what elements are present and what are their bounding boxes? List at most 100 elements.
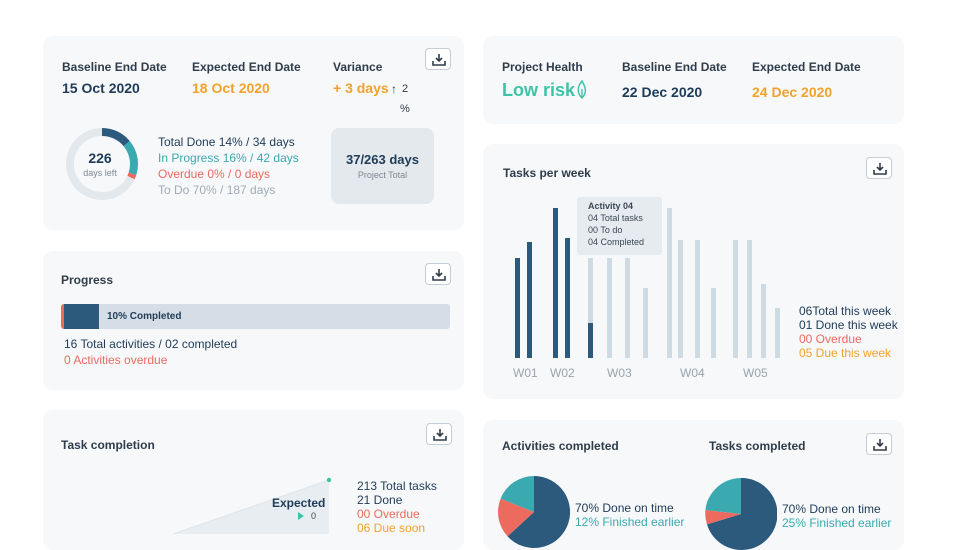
completion-due-soon: 06 Due soon	[357, 521, 426, 535]
donut-segment-overdue	[127, 172, 137, 180]
expected-end-date-value: 18 Oct 2020	[192, 80, 270, 96]
expected-end-date-label: Expected End Date	[192, 60, 301, 74]
donut-segment-in-progress	[123, 141, 138, 176]
tasks-per-week-card: Tasks per week Activity 04 04 Total task…	[483, 144, 904, 399]
week-bar[interactable]	[515, 258, 520, 358]
progress-title: Progress	[61, 273, 114, 287]
activities-pie-chart	[498, 476, 570, 548]
days-left-value: 226	[88, 150, 112, 166]
variance-label: Variance	[333, 60, 383, 74]
leaf-icon	[577, 80, 587, 100]
week-bar[interactable]	[607, 258, 612, 358]
progress-bar-label: 10% Completed	[107, 311, 182, 322]
baseline-end-date-value: 15 Oct 2020	[62, 80, 140, 96]
week-bar[interactable]	[527, 242, 532, 358]
download-icon	[432, 54, 446, 66]
expected-marker-icon	[298, 512, 304, 520]
activities-legend-on-time: 70% Done on time	[575, 501, 674, 515]
tooltip-line: 00 To do	[588, 225, 623, 235]
week-label-w01: W01	[513, 366, 538, 380]
donut-segment-done	[101, 128, 130, 147]
progress-activities-text: 16 Total activities / 02 completed	[64, 337, 238, 351]
week-label-w05: W05	[743, 366, 768, 380]
task-completion-card: Task completion Expected 0 213 Total tas…	[43, 410, 464, 550]
week-bar[interactable]	[625, 258, 630, 358]
download-icon	[433, 429, 447, 441]
activities-legend-earlier: 12% Finished earlier	[575, 515, 685, 529]
legend-in-progress: In Progress 16% / 42 days	[158, 151, 299, 165]
health-expected-value: 24 Dec 2020	[752, 84, 833, 100]
download-button[interactable]	[425, 263, 451, 285]
week-bar-completed[interactable]	[588, 323, 593, 358]
week-label-w02: W02	[550, 366, 575, 380]
week-bar[interactable]	[733, 240, 738, 358]
variance-percent-number: 2	[402, 83, 409, 95]
baseline-end-date-label: Baseline End Date	[62, 60, 167, 74]
week-total: 06Total this week	[799, 304, 892, 318]
week-bar[interactable]	[667, 208, 672, 358]
week-overdue: 00 Overdue	[799, 332, 862, 346]
project-total-label: Project Total	[357, 170, 408, 180]
tooltip-title: Activity 04	[588, 201, 634, 211]
week-due: 05 Due this week	[799, 346, 892, 360]
week-bar[interactable]	[761, 284, 766, 358]
progress-card: Progress 10% Completed 16 Total activiti…	[43, 251, 464, 390]
week-bar[interactable]	[588, 258, 593, 358]
health-expected-label: Expected End Date	[752, 60, 861, 74]
tasks-per-week-title: Tasks per week	[503, 166, 591, 180]
tasks-legend-earlier: 25% Finished earlier	[782, 516, 892, 530]
legend-overdue: Overdue 0% / 0 days	[158, 167, 271, 181]
progress-overdue-text: 0 Activities overdue	[64, 353, 168, 367]
activities-completed-title: Activities completed	[502, 439, 619, 453]
expected-count: 0	[311, 511, 317, 521]
tasks-pie-chart	[705, 478, 777, 550]
legend-to-do: To Do 70% / 187 days	[158, 183, 276, 197]
progress-bar-overdue-marker	[61, 304, 64, 329]
download-icon	[873, 163, 887, 175]
days-left-label: days left	[83, 168, 117, 178]
completion-total: 213 Total tasks	[357, 479, 437, 493]
variance-percent-symbol: %	[400, 103, 410, 115]
variance-arrow-icon: ↑	[391, 82, 397, 96]
week-bar[interactable]	[747, 240, 752, 358]
variance-value: + 3 days	[333, 80, 389, 96]
completion-overdue: 00 Overdue	[357, 507, 420, 521]
days-left-donut	[66, 128, 138, 200]
health-baseline-value: 22 Dec 2020	[622, 84, 703, 100]
download-icon	[873, 439, 887, 451]
project-health-value: Low risk	[502, 80, 576, 100]
donut-segment-to-do	[66, 128, 135, 200]
project-total-box: 37/263 days Project Total	[331, 128, 434, 204]
progress-bar-track: 10% Completed	[61, 304, 450, 329]
download-button[interactable]	[866, 433, 892, 455]
tooltip-line: 04 Total tasks	[588, 213, 643, 223]
download-button[interactable]	[866, 157, 892, 179]
summary-card: Baseline End Date 15 Oct 2020 Expected E…	[43, 36, 464, 230]
week-label-w04: W04	[680, 366, 705, 380]
week-bar[interactable]	[695, 240, 700, 358]
week-bar[interactable]	[553, 208, 558, 358]
tasks-legend-on-time: 70% Done on time	[782, 502, 881, 516]
week-bar[interactable]	[775, 308, 780, 358]
tooltip-line: 04 Completed	[588, 237, 645, 247]
week-bar[interactable]	[711, 288, 716, 358]
expected-label: Expected	[272, 496, 326, 510]
tooltip: Activity 04 04 Total tasks 00 To do 04 C…	[577, 197, 662, 255]
download-button[interactable]	[425, 48, 451, 70]
project-health-card: Project Health Low risk Baseline End Dat…	[483, 36, 904, 124]
week-done: 01 Done this week	[799, 318, 898, 332]
task-completion-area-chart	[172, 477, 332, 534]
tasks-per-week-chart	[515, 208, 780, 358]
progress-bar-fill	[64, 304, 99, 329]
completion-done: 21 Done	[357, 493, 403, 507]
week-bar[interactable]	[678, 240, 683, 358]
week-bar[interactable]	[565, 238, 570, 358]
tasks-completed-title: Tasks completed	[709, 439, 806, 453]
health-baseline-label: Baseline End Date	[622, 60, 727, 74]
week-bar[interactable]	[643, 288, 648, 358]
legend-total-done: Total Done 14% / 34 days	[158, 135, 295, 149]
task-completion-title: Task completion	[61, 438, 155, 452]
download-button[interactable]	[426, 423, 452, 445]
week-label-w03: W03	[607, 366, 632, 380]
download-icon	[432, 269, 446, 281]
